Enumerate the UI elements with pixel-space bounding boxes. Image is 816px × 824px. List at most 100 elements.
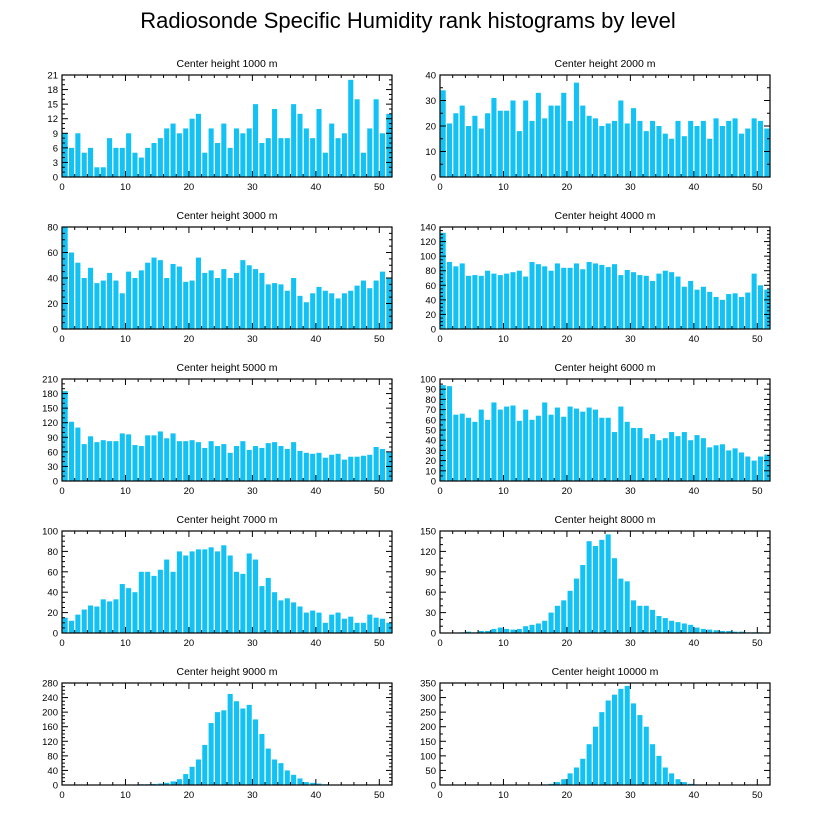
histogram-bar [624, 269, 630, 329]
histogram-bar [329, 123, 335, 177]
histogram-bar [233, 571, 240, 633]
histogram-bar [656, 755, 662, 785]
histogram-bar [278, 138, 284, 177]
y-tick-label: 40 [425, 436, 436, 447]
histogram-bar [195, 442, 201, 481]
histogram-bar [189, 118, 195, 177]
histogram-bar [592, 409, 599, 481]
histogram-bar [707, 291, 713, 329]
histogram-bar [195, 759, 201, 785]
histogram-bar [738, 631, 744, 633]
y-tick-label: 120 [420, 237, 436, 248]
histogram-bar [240, 441, 246, 481]
histogram-bar [624, 421, 630, 481]
histogram-bar [662, 270, 668, 329]
histogram-bar [516, 420, 522, 481]
histogram-bar [68, 147, 75, 177]
histogram-bar [764, 289, 770, 329]
histogram-bar [485, 419, 491, 481]
histogram-bar [253, 104, 259, 177]
histogram-bar [700, 120, 706, 177]
histogram-bar [656, 273, 662, 329]
histogram-bar [164, 782, 170, 785]
histogram-bar [303, 128, 309, 177]
histogram-bar [745, 292, 751, 329]
y-tick-label: 40 [425, 295, 436, 306]
histogram-bar [681, 623, 687, 633]
y-tick-label: 150 [42, 404, 58, 415]
histogram-bar [681, 782, 687, 785]
histogram-bar [523, 409, 529, 481]
histogram-bar [151, 257, 157, 329]
histogram-bar [195, 549, 201, 633]
y-tick-label: 300 [420, 693, 436, 704]
histogram-bar [246, 128, 252, 177]
histogram-bar [504, 273, 510, 329]
histogram-bar [516, 131, 522, 177]
y-tick-label: 30 [425, 96, 436, 107]
histogram-bar [446, 386, 453, 481]
histogram-bar [354, 99, 360, 177]
histogram-bar [732, 118, 738, 177]
histogram-bar [322, 457, 328, 481]
panel-title: Center height 10000 m [552, 666, 659, 678]
histogram-bar [440, 90, 446, 177]
histogram-bar [170, 123, 176, 177]
histogram-bar [259, 734, 265, 785]
histogram-bar [113, 280, 119, 329]
histogram-bar [202, 549, 208, 633]
y-tick-label: 80 [425, 266, 436, 277]
y-tick-label: 200 [420, 722, 436, 733]
histogram-bar [764, 128, 770, 177]
y-tick-label: 0 [53, 173, 58, 184]
histogram-bar [459, 105, 465, 177]
chart-panel-2: Center height 2000 m 0 10 20 30 40 0 10 20 30 40 50 [425, 58, 771, 193]
histogram-bar [631, 108, 637, 177]
histogram-bar [535, 264, 541, 329]
histogram-bar [303, 302, 309, 329]
chart-panel-3: Center height 3000 m 0 20 40 60 80 0 10 20 30 40 50 [47, 210, 393, 345]
x-tick-label: 10 [120, 334, 131, 345]
x-tick-label: 0 [59, 486, 64, 497]
histogram-bar [548, 105, 554, 177]
histogram-bar [681, 432, 687, 481]
histogram-bar [278, 446, 284, 481]
x-tick-label: 0 [437, 790, 442, 801]
histogram-bar [329, 614, 335, 633]
histogram-bar [700, 628, 706, 633]
histogram-bar [726, 120, 732, 177]
histogram-bar [554, 407, 560, 481]
y-tick-label: 20 [425, 310, 436, 321]
histogram-bar [643, 726, 649, 785]
histogram-bar [592, 263, 599, 329]
histogram-bar [227, 452, 233, 481]
histogram-bar [88, 436, 94, 481]
plot-frame [61, 682, 393, 786]
histogram-bar [379, 271, 386, 329]
histogram-bar [145, 262, 151, 329]
histogram-bar [348, 616, 354, 633]
histogram-bar [246, 704, 252, 785]
histogram-bar [284, 598, 290, 633]
histogram-bar [164, 278, 170, 329]
x-tick-label: 40 [689, 638, 700, 649]
histogram-bar [573, 263, 579, 329]
x-tick-label: 20 [184, 334, 195, 345]
histogram-bar [542, 402, 548, 481]
histogram-bar [107, 601, 113, 633]
histogram-bar [259, 586, 265, 633]
x-tick-label: 50 [752, 334, 763, 345]
x-tick-label: 20 [184, 486, 195, 497]
y-tick-label: 30 [47, 462, 58, 473]
histogram-bar [459, 263, 465, 329]
histogram-bar [189, 440, 195, 481]
histogram-bar [643, 131, 649, 177]
y-tick-label: 0 [431, 629, 436, 640]
histogram-bar [618, 578, 624, 633]
histogram-bar [246, 553, 252, 633]
histogram-bar [157, 569, 163, 633]
histogram-bar [478, 409, 484, 481]
histogram-bar [68, 620, 75, 633]
histogram-bar [751, 273, 757, 329]
histogram-bar [523, 626, 529, 633]
